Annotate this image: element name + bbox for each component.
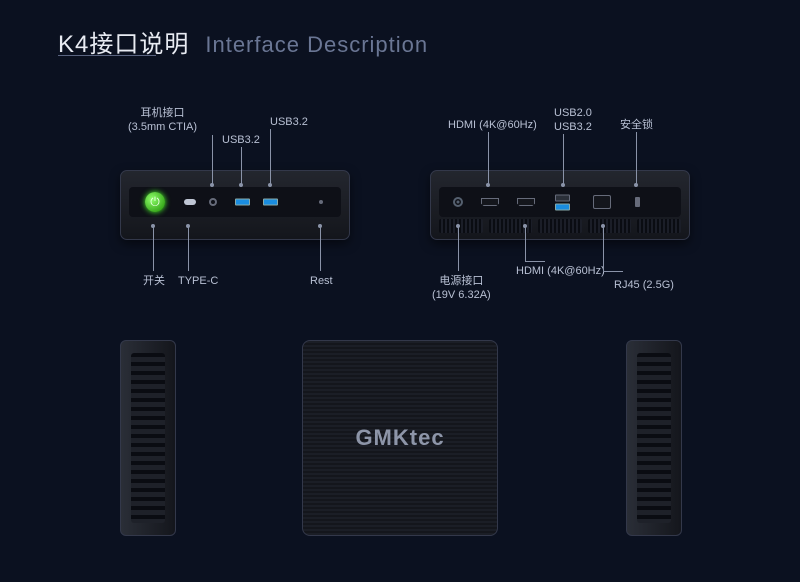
label-reset: Rest [310, 274, 333, 288]
audio-jack-icon [209, 198, 217, 206]
leader-line [212, 135, 213, 185]
leader-dot [561, 183, 565, 187]
dc-in-icon [453, 197, 463, 207]
leader-dot [486, 183, 490, 187]
usb-c-port-icon [184, 199, 196, 205]
leader-line [458, 226, 459, 271]
leader-dot [151, 224, 155, 228]
brand-logo: GMKtec [355, 425, 444, 451]
leader-dot [186, 224, 190, 228]
hdmi-1-icon [481, 198, 499, 206]
usb3-back-icon [555, 204, 570, 211]
leader-line [488, 132, 489, 185]
leader-line [320, 226, 321, 271]
label-usb3-b: USB3.2 [270, 115, 308, 129]
usb3-port-1-icon [235, 199, 250, 206]
label-power-switch: 开关 [143, 274, 165, 288]
reset-pinhole-icon [319, 200, 323, 204]
back-face [439, 187, 681, 217]
hdmi-2-icon [517, 198, 535, 206]
power-button-icon [145, 192, 165, 212]
leader-line [525, 226, 526, 261]
title-main: K4接口说明 [58, 24, 189, 59]
device-top-view: GMKtec [302, 340, 498, 536]
front-face [129, 187, 341, 217]
device-back-panel [430, 170, 690, 240]
leader-line [636, 132, 637, 185]
usb3-port-2-icon [263, 199, 278, 206]
label-usb3-a: USB3.2 [222, 133, 260, 147]
title-underline [58, 55, 156, 56]
leader-dot [634, 183, 638, 187]
page-title: K4接口说明 Interface Description [58, 24, 428, 59]
leader-line [241, 147, 242, 185]
device-front-panel [120, 170, 350, 240]
leader-line [188, 226, 189, 271]
leader-line [563, 134, 564, 185]
label-usb2: USB2.0 [554, 106, 592, 120]
label-hdmi2: HDMI (4K@60Hz) [516, 264, 605, 278]
leader-dot [318, 224, 322, 228]
label-usb3-back: USB3.2 [554, 120, 592, 134]
leader-dot [268, 183, 272, 187]
label-dc-in: 电源接口 (19V 6.32A) [432, 274, 491, 302]
label-rj45: RJ45 (2.5G) [614, 278, 674, 292]
security-lock-icon [635, 197, 640, 207]
leader-dot [210, 183, 214, 187]
usb2-port-icon [555, 194, 570, 201]
leader-dot [456, 224, 460, 228]
leader-line [270, 129, 271, 185]
device-side-left [120, 340, 176, 536]
label-type-c: TYPE-C [178, 274, 218, 288]
leader-line [603, 271, 623, 272]
label-lock: 安全锁 [620, 118, 653, 132]
label-hdmi1: HDMI (4K@60Hz) [448, 118, 537, 132]
leader-line [525, 261, 545, 262]
leader-dot [523, 224, 527, 228]
device-side-right [626, 340, 682, 536]
leader-line [153, 226, 154, 271]
title-sub: Interface Description [205, 32, 428, 58]
leader-line [603, 226, 604, 271]
vent-grilles [439, 219, 681, 233]
label-audio-jack: 耳机接口 (3.5mm CTIA) [128, 106, 197, 134]
leader-dot [239, 183, 243, 187]
rj45-port-icon [593, 195, 611, 209]
leader-dot [601, 224, 605, 228]
